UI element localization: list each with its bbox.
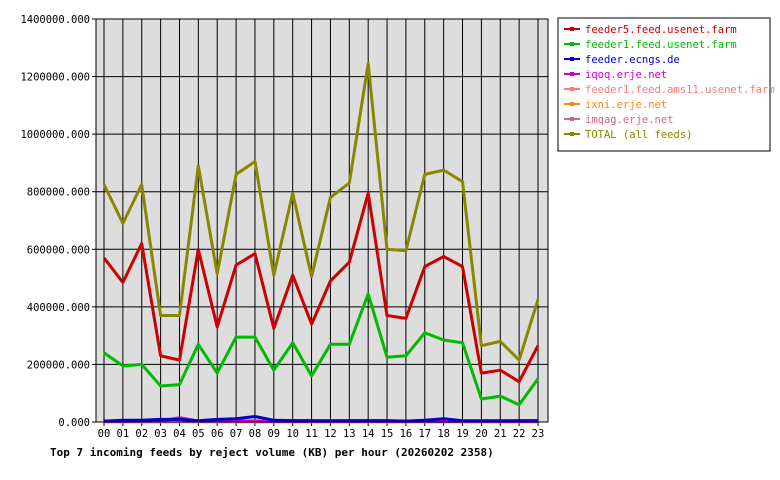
x-tick-label: 08 [249, 428, 262, 440]
x-tick-label: 13 [343, 428, 356, 440]
legend-label: iqoq.erje.net [585, 69, 667, 81]
x-tick-label: 16 [400, 428, 413, 440]
x-tick-label: 03 [154, 428, 167, 440]
legend-marker [570, 87, 574, 91]
x-tick-label: 10 [286, 428, 299, 440]
plot-border [95, 18, 549, 423]
x-tick-label: 04 [173, 428, 186, 440]
legend-label: feeder1.feed.usenet.farm [585, 39, 737, 51]
legend-box [557, 17, 771, 152]
legend-label: feeder1.feed.ams11.usenet.farm [585, 84, 775, 96]
x-tick-label: 17 [418, 428, 431, 440]
y-tick-label: 0.000 [58, 417, 90, 429]
x-tick-label: 00 [98, 428, 111, 440]
legend-label: feeder.ecngs.de [585, 54, 680, 66]
legend-label: feeder5.feed.usenet.farm [585, 24, 737, 36]
legend-marker [570, 42, 574, 46]
legend-marker [570, 57, 574, 61]
legend-marker [570, 117, 574, 121]
x-tick-label: 14 [362, 428, 375, 440]
x-tick-label: 20 [475, 428, 488, 440]
x-tick-label: 07 [230, 428, 243, 440]
x-tick-label: 11 [305, 428, 318, 440]
chart-title: Top 7 incoming feeds by reject volume (K… [50, 446, 494, 459]
y-tick-label: 1000000.000 [20, 129, 90, 141]
x-tick-label: 05 [192, 428, 205, 440]
y-tick-label: 400000.000 [27, 302, 90, 314]
y-tick-label: 800000.000 [27, 187, 90, 199]
plot-background [96, 19, 548, 422]
legend-marker [570, 72, 574, 76]
x-tick-label: 15 [381, 428, 394, 440]
x-tick-label: 06 [211, 428, 224, 440]
x-tick-label: 01 [117, 428, 130, 440]
x-tick-label: 18 [437, 428, 450, 440]
y-tick-label: 600000.000 [27, 244, 90, 256]
x-tick-label: 19 [456, 428, 469, 440]
y-tick-label: 1400000.000 [20, 14, 90, 26]
x-tick-label: 23 [532, 428, 545, 440]
legend-marker [570, 102, 574, 106]
x-tick-label: 02 [135, 428, 148, 440]
series-line-7 [102, 62, 540, 362]
x-tick-label: 09 [267, 428, 280, 440]
x-axis-ticks: 00 01 02 03 04 05 06 07 08 09 10 11 12 13 14 15 16 17 18 19… [98, 422, 545, 440]
legend-label: ixni.erje.net [585, 99, 667, 111]
series-line-0 [102, 191, 540, 384]
legend-marker [570, 27, 574, 31]
y-axis-ticks: 0.000 200000.000 400000.000 600000.000 80000… [20, 14, 96, 429]
legend-marker [570, 132, 574, 136]
x-tick-label: 22 [513, 428, 526, 440]
y-tick-label: 1200000.000 [20, 72, 90, 84]
legend-label: TOTAL (all feeds) [585, 129, 692, 141]
x-tick-label: 12 [324, 428, 337, 440]
y-tick-label: 200000.000 [27, 359, 90, 371]
series-line-2 [103, 415, 538, 423]
legend: feeder5.feed.usenet.farm feeder1.feed.use… [557, 17, 775, 152]
x-tick-label: 21 [494, 428, 507, 440]
legend-label: imqag.erje.net [585, 114, 674, 126]
series-line-1 [103, 292, 540, 407]
